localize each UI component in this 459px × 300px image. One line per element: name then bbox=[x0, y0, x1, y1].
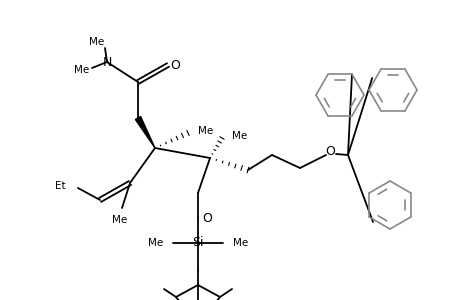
Text: Si: Si bbox=[192, 236, 203, 250]
Text: Me: Me bbox=[112, 215, 127, 225]
Text: O: O bbox=[202, 212, 212, 224]
Text: Me: Me bbox=[74, 65, 90, 75]
Text: Et: Et bbox=[55, 181, 66, 191]
Text: O: O bbox=[325, 145, 334, 158]
Text: Me: Me bbox=[147, 238, 162, 248]
Polygon shape bbox=[135, 116, 155, 148]
Text: Me: Me bbox=[197, 126, 213, 136]
Text: O: O bbox=[170, 58, 179, 71]
Text: N: N bbox=[102, 56, 112, 68]
Text: Me: Me bbox=[233, 238, 248, 248]
Text: Me: Me bbox=[89, 37, 104, 47]
Text: Me: Me bbox=[231, 131, 247, 141]
